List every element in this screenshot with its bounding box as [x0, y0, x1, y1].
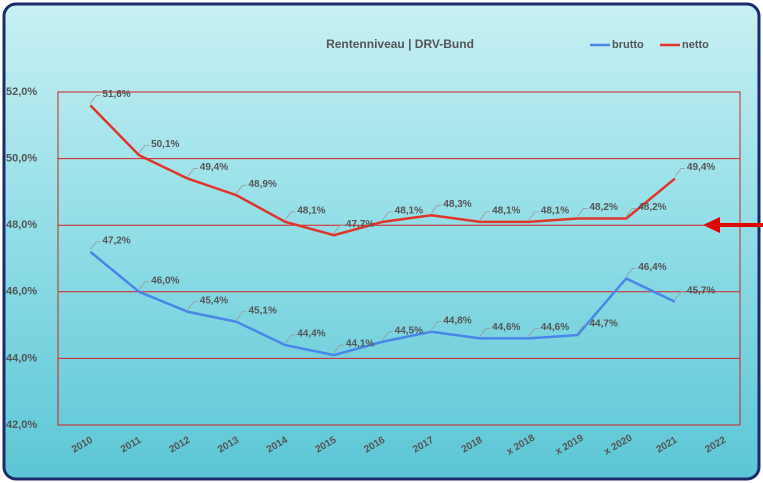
series-line: [89, 250, 676, 357]
data-label: 46,0%: [151, 275, 179, 286]
label-leader: [528, 211, 539, 221]
data-label: 47,2%: [102, 235, 130, 246]
data-label: 45,4%: [200, 295, 228, 306]
label-leader: [382, 211, 393, 221]
label-leader: [577, 324, 588, 334]
data-label: 46,4%: [638, 262, 666, 273]
label-leader: [138, 281, 150, 291]
label-leader: [625, 208, 637, 217]
data-label: 48,1%: [541, 206, 569, 217]
y-tick-label: 48,0%: [6, 219, 37, 231]
data-label: 44,6%: [541, 322, 569, 333]
label-leader: [674, 168, 685, 177]
data-label: 51,6%: [102, 89, 130, 100]
label-leader: [284, 211, 296, 221]
label-leader: [577, 208, 588, 217]
y-tick-label: 52,0%: [6, 86, 37, 98]
legend-label: brutto: [612, 39, 644, 51]
data-label: 44,1%: [346, 339, 374, 350]
label-leader: [236, 311, 247, 321]
label-leader: [90, 241, 101, 251]
data-label: 47,7%: [346, 219, 374, 230]
y-tick-label: 42,0%: [6, 419, 37, 431]
data-label: 48,2%: [638, 202, 666, 213]
data-label: 48,1%: [297, 206, 325, 217]
data-label: 44,7%: [590, 319, 618, 330]
chart-title: Rentenniveau | DRV-Bund: [326, 37, 474, 51]
label-leader: [479, 328, 491, 337]
label-leader: [528, 328, 539, 337]
label-leader: [674, 291, 685, 301]
label-leader: [90, 94, 101, 104]
data-label: 45,7%: [687, 285, 715, 296]
data-label: 48,1%: [492, 206, 520, 217]
label-leader: [187, 301, 198, 311]
data-label: 44,5%: [395, 325, 423, 336]
label-leader: [138, 144, 150, 154]
legend-label: netto: [682, 39, 709, 51]
data-label: 48,3%: [443, 199, 471, 210]
data-label: 44,8%: [443, 315, 471, 326]
data-label: 45,1%: [249, 305, 277, 316]
label-leader: [236, 184, 247, 194]
data-label: 44,4%: [297, 329, 325, 340]
series-line: [89, 104, 676, 237]
y-tick-label: 50,0%: [6, 153, 37, 165]
label-leader: [333, 224, 344, 234]
data-label: 50,1%: [151, 139, 179, 150]
data-label: 49,4%: [687, 162, 715, 173]
label-leader: [382, 331, 393, 340]
label-leader: [431, 321, 442, 330]
data-label: 48,1%: [395, 206, 423, 217]
data-label: 49,4%: [200, 162, 228, 173]
label-leader: [625, 268, 637, 277]
label-leader: [333, 344, 344, 354]
label-leader: [187, 168, 198, 177]
data-label: 44,6%: [492, 322, 520, 333]
label-leader: [284, 334, 296, 344]
label-leader: [479, 211, 491, 221]
y-tick-label: 46,0%: [6, 286, 37, 298]
data-label: 48,2%: [590, 202, 618, 213]
data-label: 48,9%: [249, 179, 277, 190]
y-tick-label: 44,0%: [6, 352, 37, 364]
label-leader: [431, 204, 442, 214]
